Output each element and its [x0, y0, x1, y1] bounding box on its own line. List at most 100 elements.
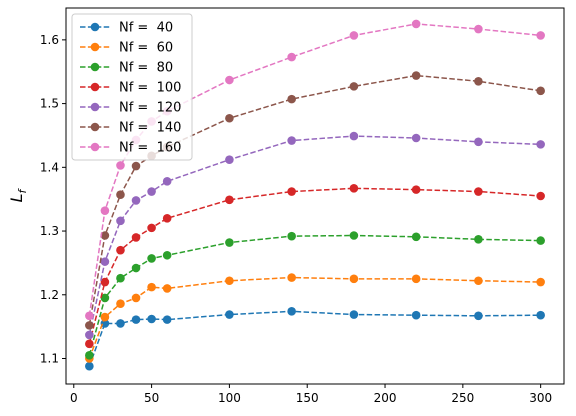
data-point — [474, 187, 483, 196]
data-point — [349, 231, 359, 240]
data-point — [116, 273, 125, 283]
data-point — [162, 315, 172, 324]
series-line — [88, 74, 541, 326]
series-line — [88, 23, 541, 316]
x-tick-label: 0 — [70, 391, 78, 405]
data-point — [225, 113, 234, 123]
data-point — [287, 187, 296, 196]
data-point — [131, 315, 141, 324]
data-point — [225, 195, 234, 205]
data-point — [411, 274, 421, 284]
data-point — [147, 282, 156, 292]
data-point — [536, 310, 545, 320]
data-point — [85, 321, 94, 330]
data-point — [100, 293, 110, 303]
data-point — [474, 276, 483, 286]
data-point — [225, 276, 234, 286]
data-point — [85, 330, 94, 340]
data-point — [474, 76, 483, 86]
data-point — [116, 319, 125, 328]
data-point — [162, 250, 172, 260]
legend-label: Nf = 120 — [119, 101, 181, 116]
y-tick-label: 1.4 — [40, 160, 59, 174]
y-tick-label: 1.5 — [40, 97, 59, 111]
series-group — [85, 71, 545, 330]
legend-swatch-marker — [90, 102, 100, 112]
y-tick-label: 1.6 — [40, 33, 59, 47]
legend-swatch-marker — [90, 22, 100, 32]
data-point — [100, 206, 110, 215]
data-point — [349, 31, 359, 40]
data-point — [349, 184, 359, 193]
data-point — [411, 71, 421, 80]
data-point — [162, 284, 172, 293]
legend-item: Nf = 160 — [80, 141, 181, 156]
data-point — [100, 312, 110, 322]
data-point — [225, 238, 234, 247]
data-point — [287, 307, 296, 316]
legend-item: Nf = 60 — [80, 41, 173, 56]
x-tick-label: 100 — [218, 391, 241, 405]
legend-item: Nf = 40 — [80, 21, 173, 36]
data-point — [85, 339, 94, 349]
data-point — [100, 231, 110, 240]
data-point — [147, 187, 156, 196]
data-point — [411, 185, 421, 194]
data-point — [474, 311, 483, 321]
axes-layer: 0 50 100 150 200 250 300 1.1 1.2 1.3 1.4 1.5 1.6 — [40, 33, 552, 405]
legend: Nf = 40 Nf = 60 Nf = 80 Nf = 100 Nf = 120 Nf … — [71, 13, 193, 161]
data-point — [411, 232, 421, 242]
series-group — [85, 184, 545, 349]
data-point — [287, 273, 296, 282]
data-point — [225, 155, 234, 164]
legend-label: Nf = 60 — [119, 41, 173, 56]
series-line — [88, 310, 541, 367]
series-line — [88, 234, 541, 356]
data-point — [536, 31, 545, 40]
legend-swatch-marker — [90, 82, 100, 92]
y-axis-label: Lf — [7, 187, 29, 202]
data-point — [349, 274, 359, 284]
series-group — [85, 131, 545, 340]
legend-swatch-marker — [90, 142, 100, 152]
y-tick-label: 1.1 — [40, 352, 59, 366]
data-point — [474, 235, 483, 244]
legend-label: Nf = 80 — [119, 61, 173, 76]
series-group — [85, 231, 545, 360]
legend-item: Nf = 80 — [80, 61, 173, 76]
data-point — [116, 245, 125, 255]
data-point — [85, 361, 94, 371]
data-point — [116, 190, 125, 200]
legend-item: Nf = 100 — [80, 81, 181, 96]
data-point — [131, 161, 141, 171]
series-group — [85, 273, 545, 363]
legend-item: Nf = 120 — [80, 101, 181, 116]
data-point — [100, 277, 110, 287]
x-tick-label: 50 — [144, 391, 159, 405]
data-point — [411, 133, 421, 143]
data-point — [162, 214, 172, 223]
x-tick-label: 300 — [529, 391, 552, 405]
series-group — [85, 307, 545, 371]
legend-box — [71, 13, 193, 161]
data-point — [349, 131, 359, 141]
data-point — [287, 136, 296, 145]
data-point — [411, 19, 421, 29]
series-line — [88, 187, 541, 345]
legend-label: Nf = 100 — [119, 81, 181, 96]
data-point — [287, 52, 296, 62]
data-point — [287, 94, 296, 104]
plot-frame — [65, 7, 565, 385]
data-point — [536, 140, 545, 149]
legend-item: Nf = 140 — [80, 121, 181, 136]
data-point — [85, 351, 94, 360]
data-point — [349, 310, 359, 319]
data-point — [116, 161, 125, 170]
data-point — [536, 236, 545, 245]
data-point — [474, 137, 483, 147]
data-point — [411, 310, 421, 320]
data-point — [225, 75, 234, 85]
data-point — [349, 82, 359, 91]
x-tick-label: 200 — [374, 391, 397, 405]
